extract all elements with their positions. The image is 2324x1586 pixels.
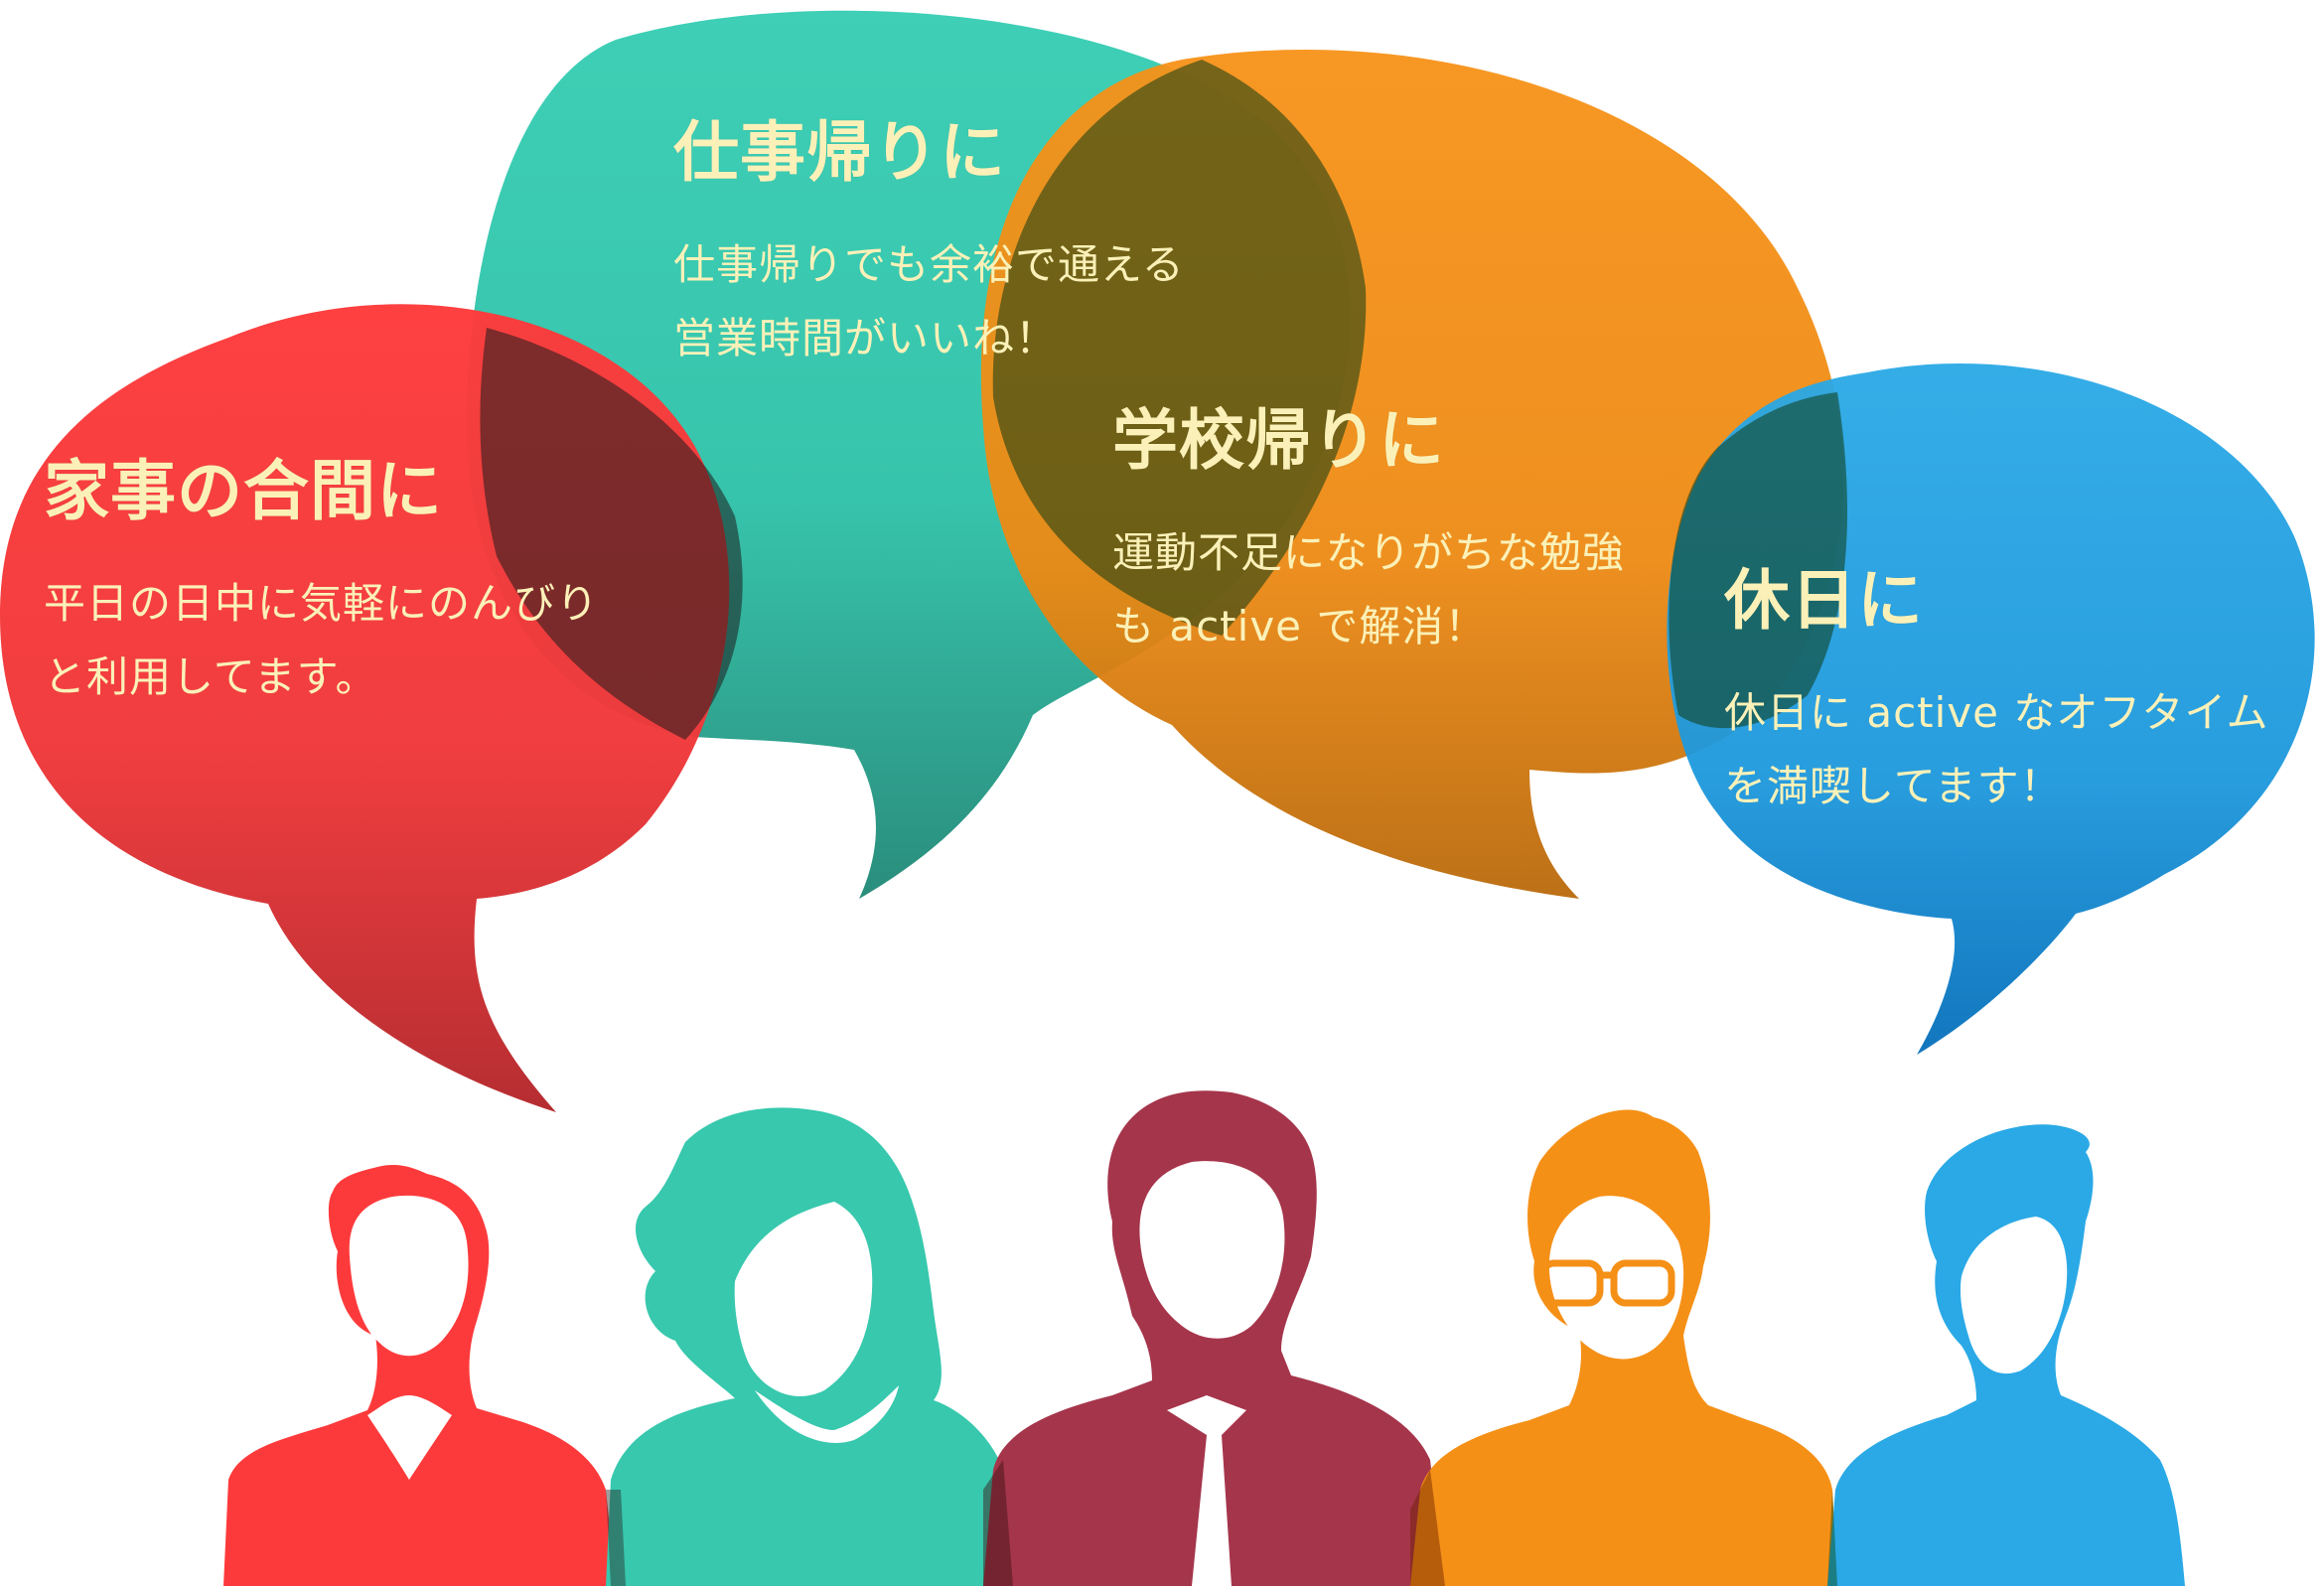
bubble-teal-line-1: 仕事帰りでも余裕で通える <box>673 240 1185 289</box>
bubble-orange-line-2: も active で解消！ <box>1112 602 1488 650</box>
bubble-orange-body: 運動不足になりがちな勉強 も active で解消！ <box>1112 516 1625 663</box>
bubble-red-body: 平日の日中に気軽にのんびり と利用してます。 <box>44 567 599 714</box>
bubble-blue-body: 休日に active なオフタイム を満喫してます！ <box>1724 676 2269 823</box>
person-maroon-silhouette <box>983 1090 1445 1586</box>
bubble-teal-title: 仕事帰りに <box>673 114 1006 191</box>
glasses-icon <box>1538 1259 1675 1307</box>
people-overlap-shading <box>606 1460 1837 1586</box>
bubble-red-line-1: 平日の日中に気軽にのんびり <box>44 579 600 628</box>
bubble-teal-line-2: 営業時間がいいね！ <box>673 314 1059 362</box>
bubble-blue-title: 休日に <box>1724 562 1924 639</box>
bubble-red-text: 家事の合間に 平日の日中に気軽にのんびり と利用してます。 <box>44 452 599 714</box>
bubble-red-title: 家事の合間に <box>44 453 443 529</box>
bubble-red-line-2: と利用してます。 <box>44 652 378 701</box>
bubble-orange-title: 学校帰りに <box>1112 402 1445 479</box>
person-red-silhouette <box>223 1164 616 1586</box>
person-teal-silhouette <box>606 1107 1013 1586</box>
bubble-orange-line-1: 運動不足になりがちな勉強 <box>1112 528 1626 577</box>
bubble-blue-line-2: を満喫してます！ <box>1724 762 2063 810</box>
bubble-orange-text: 学校帰りに 運動不足になりがちな勉強 も active で解消！ <box>1112 401 1625 663</box>
bubble-teal-text: 仕事帰りに 仕事帰りでも余裕で通える 営業時間がいいね！ <box>673 113 1185 375</box>
person-blue-silhouette <box>1827 1124 2185 1586</box>
bubble-blue-text: 休日に 休日に active なオフタイム を満喫してます！ <box>1724 561 2269 823</box>
person-orange-silhouette <box>1410 1109 1837 1586</box>
bubble-teal-body: 仕事帰りでも余裕で通える 営業時間がいいね！ <box>673 228 1185 375</box>
overlap-shading <box>480 60 1847 740</box>
bubble-blue-line-1: 休日に active なオフタイム <box>1724 688 2269 737</box>
